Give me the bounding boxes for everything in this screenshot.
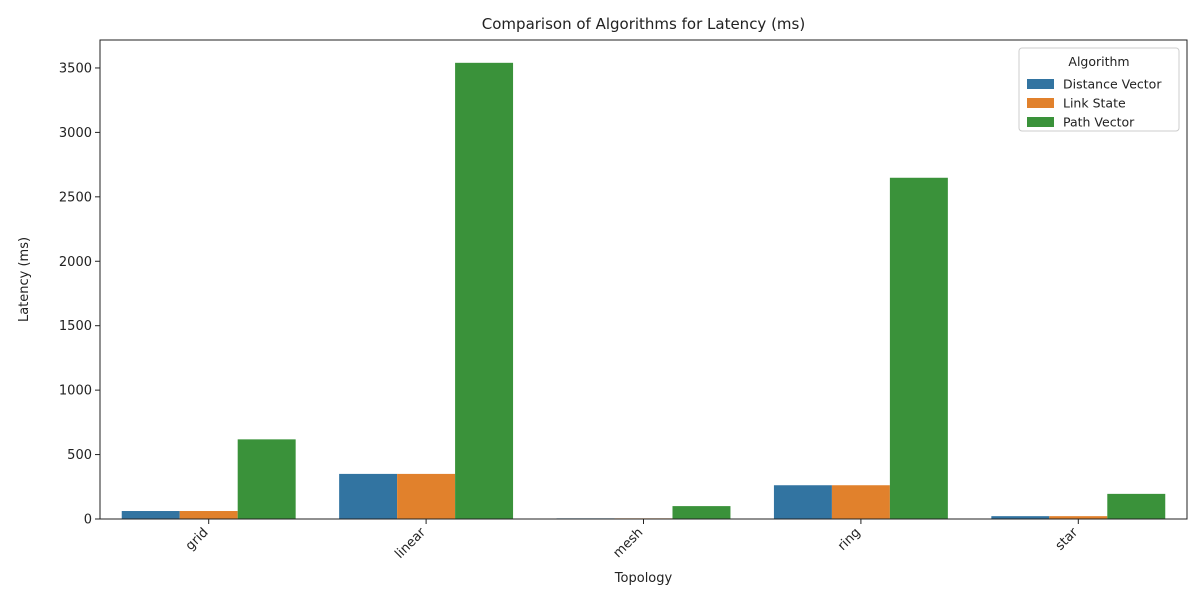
legend-frame — [1018, 47, 1180, 132]
bar-link-state-linear — [397, 473, 456, 519]
y-axis: 0 500 1000 1500 2000 2500 3000 3500 — [59, 61, 100, 528]
x-tick-label: mesh — [610, 525, 646, 561]
x-tick-label: ring — [835, 525, 864, 554]
bars — [121, 62, 1166, 520]
legend: Algorithm Distance Vector Link State Path V… — [1018, 47, 1180, 132]
legend-label-distance-vector: Distance Vector — [1063, 77, 1162, 92]
y-tick-label: 2500 — [59, 190, 92, 205]
bar-link-state-star — [1049, 516, 1108, 519]
y-axis-label: Latency (ms) — [17, 237, 32, 322]
legend-swatch-path-vector — [1027, 117, 1054, 127]
chart-title: Comparison of Algorithms for Latency (ms… — [482, 15, 805, 33]
legend-swatch-link-state — [1027, 98, 1054, 108]
y-tick-label: 3500 — [59, 61, 92, 76]
bar-distance-vector-star — [991, 516, 1050, 519]
bar-distance-vector-ring — [773, 485, 832, 519]
bar-distance-vector-grid — [121, 511, 180, 519]
bar-link-state-grid — [179, 511, 238, 519]
x-axis: grid linear mesh ring star — [183, 519, 1082, 562]
bar-path-vector-linear — [455, 62, 514, 520]
bar-link-state-ring — [831, 485, 890, 519]
y-tick-label: 500 — [67, 448, 92, 463]
y-tick-label: 1000 — [59, 384, 92, 399]
y-tick-label: 1500 — [59, 319, 92, 334]
legend-swatch-distance-vector — [1027, 79, 1054, 89]
x-tick-label: grid — [183, 525, 212, 554]
bar-path-vector-grid — [237, 439, 296, 519]
legend-label-path-vector: Path Vector — [1063, 115, 1135, 130]
y-tick-label: 2000 — [59, 255, 92, 270]
x-tick-label: linear — [392, 525, 429, 562]
bar-path-vector-ring — [889, 177, 948, 519]
bar-path-vector-mesh — [672, 506, 731, 519]
legend-label-link-state: Link State — [1063, 96, 1126, 111]
y-tick-label: 3000 — [59, 126, 92, 141]
bar-path-vector-star — [1107, 493, 1166, 519]
x-axis-label: Topology — [614, 571, 673, 586]
bar-distance-vector-linear — [339, 473, 398, 519]
x-tick-label: star — [1053, 525, 1082, 554]
y-tick-label: 0 — [84, 513, 92, 528]
legend-title: Algorithm — [1068, 54, 1129, 69]
